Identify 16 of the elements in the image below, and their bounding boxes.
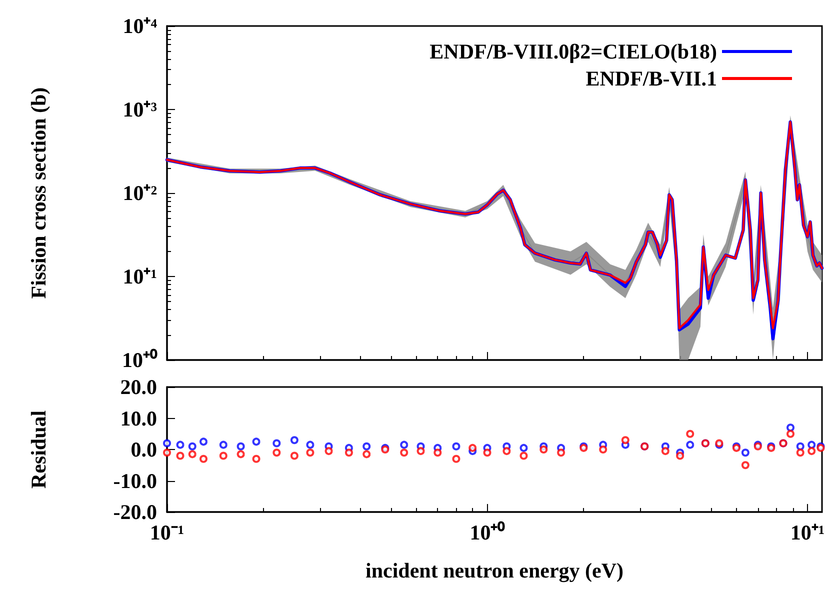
y-tick-label: 10.0	[120, 406, 157, 430]
x-tick-label: 10⁺¹	[790, 520, 825, 544]
legend-label: ENDF/B-VIII.0β2=CIELO(b18)	[430, 40, 717, 64]
y-tick-label: 0.0	[130, 438, 157, 462]
y-axis-title: Residual	[26, 410, 50, 489]
x-tick-label: 10⁺⁰	[470, 520, 506, 544]
y-tick-label: 10⁺⁴	[122, 14, 158, 38]
y-tick-label: 10⁺¹	[122, 264, 157, 288]
y-tick-label: 20.0	[120, 375, 157, 399]
y-axis-title: Fission cross section (b)	[26, 87, 50, 299]
legend-label: ENDF/B-VII.1	[586, 66, 717, 90]
y-tick-label: 10⁺²	[122, 181, 157, 205]
x-axis-title: incident neutron energy (eV)	[366, 558, 624, 582]
y-tick-label: 10⁺³	[122, 98, 157, 122]
y-tick-label: 10⁺⁰	[122, 348, 158, 372]
y-tick-label: -10.0	[113, 468, 157, 493]
